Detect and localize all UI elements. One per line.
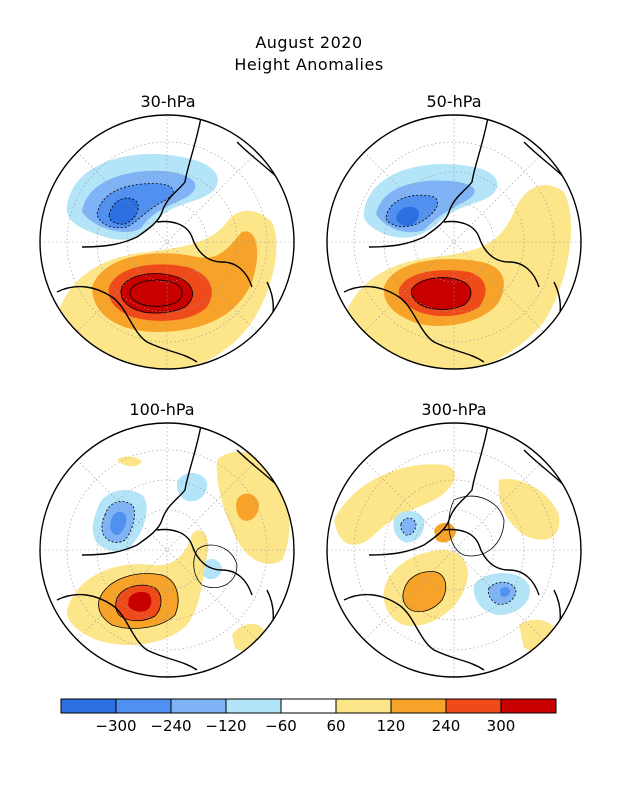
colorbar-swatch — [445, 698, 502, 714]
panel-label-300hpa: 300-hPa — [421, 400, 487, 419]
figure-title: August 2020 — [255, 33, 363, 52]
map-300hpa — [326, 422, 582, 678]
map-30hpa — [39, 114, 295, 370]
colorbar-swatch — [225, 698, 282, 714]
colorbar: −300 −240 −120 −60 60 120 240 300 — [60, 698, 557, 735]
colorbar-swatch — [335, 698, 392, 714]
colorbar-tick-label: −300 — [95, 717, 136, 735]
figure-subtitle: Height Anomalies — [234, 55, 384, 74]
colorbar-tick-label: −120 — [205, 717, 246, 735]
panel-label-50hpa: 50-hPa — [426, 92, 482, 111]
colorbar-swatch — [280, 698, 337, 714]
colorbar-swatch — [115, 698, 172, 714]
colorbar-tick-label: 240 — [432, 717, 461, 735]
colorbar-swatch — [60, 698, 117, 714]
panel-label-30hpa: 30-hPa — [140, 92, 196, 111]
panel-label-100hpa: 100-hPa — [129, 400, 195, 419]
colorbar-tick-label: 300 — [487, 717, 516, 735]
colorbar-swatch — [500, 698, 557, 714]
colorbar-tick-label: 60 — [326, 717, 345, 735]
colorbar-swatch — [390, 698, 447, 714]
colorbar-tick-label: −60 — [265, 717, 297, 735]
map-100hpa — [39, 422, 295, 678]
map-50hpa — [326, 114, 582, 370]
colorbar-tick-label: 120 — [377, 717, 406, 735]
colorbar-swatch — [170, 698, 227, 714]
colorbar-tick-label: −240 — [150, 717, 191, 735]
